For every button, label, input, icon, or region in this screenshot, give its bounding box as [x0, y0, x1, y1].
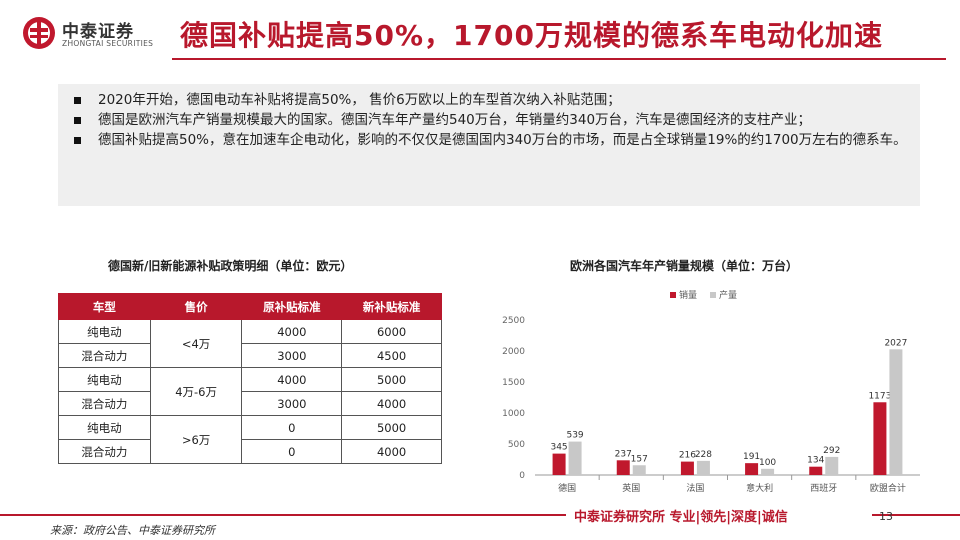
cell-type: 纯电动: [58, 367, 151, 392]
data-label-1-1: 157: [631, 454, 648, 464]
cell-new: 4000: [341, 439, 442, 464]
cell-new: 4000: [341, 391, 442, 416]
cell-old: 4000: [241, 319, 343, 344]
header-new-subsidy: 新补贴标准: [341, 293, 442, 320]
title-divider: [172, 58, 946, 60]
bar-0-0: [552, 453, 566, 475]
bar-0-5: [873, 402, 887, 475]
summary-bullet-text: 2020年开始，德国电动车补贴将提高50%， 售价6万欧以上的车型首次纳入补贴范…: [98, 92, 621, 108]
source-note: 来源：政府公告、中泰证券研究所: [50, 524, 215, 537]
logo-text-cn: 中泰证券: [62, 22, 134, 42]
x-tick-label-2: 法国: [686, 482, 704, 494]
data-label-1-0: 539: [566, 431, 583, 441]
summary-bullet: 德国补贴提高50%，意在加速车企电动化，影响的不仅仅是德国国内340万台的市场，…: [70, 130, 908, 150]
data-label-0-4: 134: [807, 456, 824, 466]
footer-slogan: 中泰证券研究所 专业|领先|深度|诚信: [574, 510, 788, 525]
cell-type: 纯电动: [58, 319, 151, 344]
data-label-1-3: 100: [759, 458, 776, 468]
summary-bullet: 2020年开始，德国电动车补贴将提高50%， 售价6万欧以上的车型首次纳入补贴范…: [70, 90, 908, 110]
x-tick-label-4: 西班牙: [810, 482, 837, 494]
table-row: 纯电动 4万-6万 4000 5000: [58, 367, 442, 416]
bar-1-1: [632, 465, 646, 475]
x-tick-label-1: 英国: [622, 482, 640, 494]
data-label-1-5: 2027: [884, 338, 907, 348]
cell-new: 5000: [341, 367, 442, 392]
cell-old: 3000: [241, 343, 343, 368]
summary-bullet-text: 德国是欧洲汽车产销量规模最大的国家。德国汽车年产量约540万台，年销量约340万…: [98, 112, 812, 128]
table-title: 德国新/旧新能源补贴政策明细（单位：欧元）: [108, 259, 353, 273]
company-logo: 中泰证券 ZHONGTAI SECURITIES: [22, 14, 172, 54]
legend-swatch-1: [710, 292, 716, 298]
header-vehicle-type: 车型: [58, 293, 151, 320]
cell-new: 6000: [341, 319, 442, 344]
table-row: 纯电动 >6万 0 5000: [58, 415, 442, 464]
bar-0-3: [745, 463, 759, 475]
footer-divider-right: [872, 514, 960, 516]
bar-1-2: [696, 460, 710, 475]
cell-type: 混合动力: [58, 343, 151, 368]
summary-bullet-text: 德国补贴提高50%，意在加速车企电动化，影响的不仅仅是德国国内340万台的市场，…: [98, 132, 907, 148]
cell-price: <4万: [149, 319, 243, 368]
logo-text-en: ZHONGTAI SECURITIES: [62, 39, 154, 48]
bar-0-4: [809, 466, 823, 475]
y-tick-label-3: 1500: [502, 378, 525, 388]
x-tick-label-0: 德国: [558, 482, 576, 494]
data-label-1-4: 292: [823, 446, 840, 456]
legend-swatch-0: [670, 292, 676, 298]
x-tick-label-5: 欧盟合计: [870, 482, 906, 494]
cell-old: 3000: [241, 391, 343, 416]
cell-new: 5000: [341, 415, 442, 440]
table-row: 混合动力 3000 4000: [58, 391, 442, 416]
logo-emblem-icon: [23, 17, 55, 49]
legend-label-1: 产量: [719, 289, 737, 301]
y-tick-label-2: 1000: [502, 409, 525, 419]
cell-old: 0: [241, 415, 343, 440]
page-number: 13: [879, 510, 893, 523]
y-tick-label-5: 2500: [502, 316, 525, 326]
bar-1-5: [889, 349, 903, 475]
data-label-1-2: 228: [695, 450, 712, 460]
bullet-square-icon: [74, 117, 81, 124]
y-tick-label-4: 2000: [502, 347, 525, 357]
cell-price: 4万-6万: [149, 367, 243, 416]
data-label-0-0: 345: [550, 443, 567, 453]
bar-0-2: [680, 461, 694, 475]
page-title: 德国补贴提高50%，1700万规模的德系车电动化加速: [180, 19, 883, 52]
cell-price: >6万: [149, 415, 243, 464]
bullet-square-icon: [74, 97, 81, 104]
bar-1-0: [568, 441, 582, 475]
summary-bullet: 德国是欧洲汽车产销量规模最大的国家。德国汽车年产量约540万台，年销量约340万…: [70, 110, 908, 130]
cell-new: 4500: [341, 343, 442, 368]
x-tick-label-3: 意大利: [746, 482, 773, 494]
cell-type: 混合动力: [58, 391, 151, 416]
cell-type: 混合动力: [58, 439, 151, 464]
table-row: 纯电动 <4万 4000 6000: [58, 319, 442, 368]
table-row: 混合动力 0 4000: [58, 439, 442, 464]
chart-title: 欧洲各国汽车年产销量规模（单位：万台）: [570, 259, 799, 273]
table-header-row: 车型 售价 原补贴标准 新补贴标准: [58, 293, 442, 320]
cell-type: 纯电动: [58, 415, 151, 440]
legend-label-0: 销量: [679, 289, 697, 301]
header-old-subsidy: 原补贴标准: [241, 293, 343, 320]
bullet-square-icon: [74, 137, 81, 144]
footer-divider-left: [0, 514, 566, 516]
y-tick-label-0: 0: [519, 471, 525, 481]
data-label-0-2: 216: [679, 451, 696, 461]
bar-1-3: [761, 468, 775, 475]
y-tick-label-1: 500: [508, 440, 525, 450]
data-label-0-5: 1173: [868, 391, 891, 401]
cell-old: 0: [241, 439, 343, 464]
summary-box: 2020年开始，德国电动车补贴将提高50%， 售价6万欧以上的车型首次纳入补贴范…: [58, 84, 920, 206]
bar-1-4: [825, 456, 839, 475]
data-label-0-3: 191: [743, 452, 760, 462]
bar-0-1: [616, 460, 630, 475]
cell-old: 4000: [241, 367, 343, 392]
data-label-0-1: 237: [615, 449, 632, 459]
table-row: 混合动力 3000 4500: [58, 343, 442, 368]
header-price: 售价: [149, 293, 243, 320]
subsidy-table: 车型 售价 原补贴标准 新补贴标准 纯电动 <4万 4000 6000 混合动力…: [58, 293, 442, 464]
